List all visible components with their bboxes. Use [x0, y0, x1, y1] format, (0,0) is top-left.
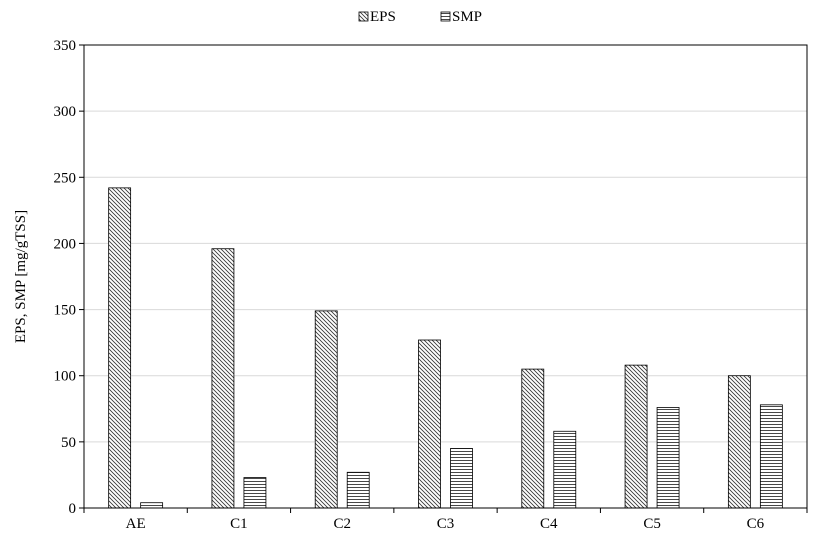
x-tick-label-c5: C5: [643, 516, 661, 532]
x-axis-ticks: AE C1 C2 C3 C4 C5 C6: [83, 508, 808, 532]
y-tick-label: 250: [54, 170, 77, 186]
y-tick-label: 150: [54, 303, 77, 319]
bar-eps-c5: [624, 364, 648, 509]
x-tick-label-c2: C2: [333, 516, 351, 532]
bar-smp-c1: [243, 477, 267, 509]
legend-swatch-smp: [440, 11, 451, 22]
y-tick-label: 300: [54, 104, 77, 120]
bar-smp-ae: [140, 502, 164, 509]
bar-eps-c4: [521, 368, 545, 509]
x-tick-label-c1: C1: [230, 516, 248, 532]
x-tick-label-c3: C3: [437, 516, 455, 532]
bar-eps-c6: [727, 375, 751, 509]
plot-area-frame: [83, 44, 808, 509]
bar-smp-c2: [346, 471, 370, 509]
bar-smp-c3: [450, 448, 473, 509]
bar-smp-c5: [656, 407, 680, 509]
bar-smp-c4: [553, 430, 577, 509]
gridlines: [84, 110, 807, 443]
x-tick-label-ae: AE: [126, 516, 146, 532]
y-axis-ticks: 0 50 100 150 200 250 300 350: [54, 38, 84, 517]
bars: [108, 187, 783, 509]
x-tick-label-c4: C4: [540, 516, 558, 532]
y-tick-label: 200: [54, 236, 77, 252]
bar-eps-c2: [314, 310, 338, 509]
y-tick-label: 350: [54, 38, 77, 54]
legend: EPS SMP: [358, 9, 482, 25]
bar-eps-c3: [418, 339, 441, 509]
legend-label-smp: SMP: [452, 9, 482, 25]
legend-label-eps: EPS: [370, 9, 396, 25]
bar-eps-c1: [211, 248, 235, 509]
y-tick-label: 0: [69, 501, 77, 517]
legend-swatch-eps: [358, 11, 369, 22]
y-tick-label: 50: [61, 435, 76, 451]
x-tick-label-c6: C6: [747, 516, 765, 532]
y-axis-title: EPS, SMP [mg/gTSS]: [13, 210, 29, 343]
y-tick-label: 100: [54, 369, 77, 385]
bar-smp-c6: [759, 404, 783, 509]
bar-eps-ae: [108, 187, 132, 509]
